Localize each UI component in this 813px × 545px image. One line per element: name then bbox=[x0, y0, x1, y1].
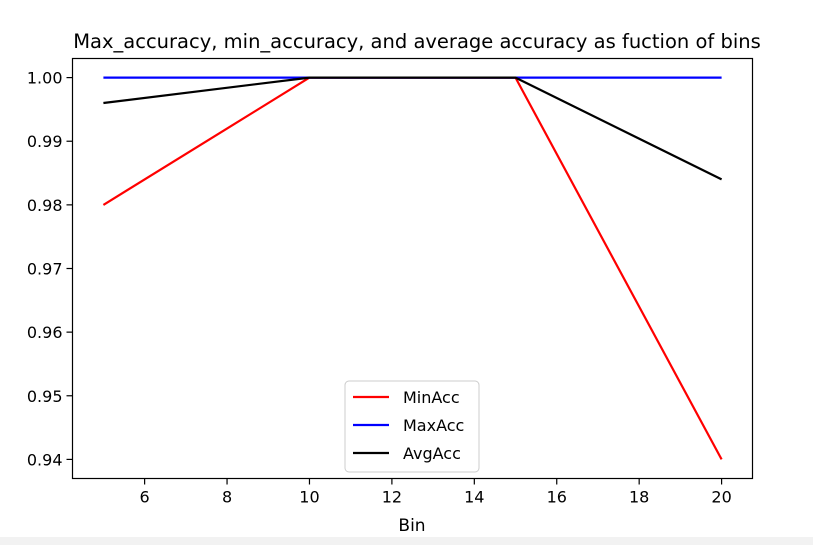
x-tick-label: 20 bbox=[711, 488, 731, 507]
x-tick-label: 12 bbox=[382, 488, 402, 507]
x-tick-label: 10 bbox=[299, 488, 319, 507]
legend-label: MinAcc bbox=[403, 388, 460, 407]
y-tick-label: 0.98 bbox=[27, 196, 63, 215]
x-axis: 6 8 10 12 14 16 18 20 bbox=[140, 478, 732, 507]
x-tick-label: 18 bbox=[629, 488, 649, 507]
legend-label: MaxAcc bbox=[403, 416, 464, 435]
x-tick-label: 8 bbox=[222, 488, 232, 507]
legend: MinAcc MaxAcc AvgAcc bbox=[344, 380, 480, 473]
series-lines bbox=[102, 76, 723, 460]
chart-title: Max_accuracy, min_accuracy, and average … bbox=[73, 30, 761, 53]
legend-box bbox=[344, 380, 480, 473]
y-tick-label: 0.97 bbox=[27, 260, 63, 279]
y-tick-label: 1.00 bbox=[27, 69, 63, 88]
y-tick-label: 0.99 bbox=[27, 132, 63, 151]
x-tick-label: 6 bbox=[140, 488, 150, 507]
x-tick-label: 16 bbox=[547, 488, 567, 507]
window-bottom-strip bbox=[0, 537, 813, 545]
x-axis-label: Bin bbox=[398, 516, 425, 536]
y-tick-label: 0.95 bbox=[27, 387, 63, 406]
y-tick-label: 0.96 bbox=[27, 323, 63, 342]
series-line-avgacc bbox=[103, 76, 723, 181]
y-axis: 0.94 0.95 0.96 0.97 0.98 0.99 1.00 bbox=[27, 69, 73, 469]
y-tick-label: 0.94 bbox=[27, 450, 63, 469]
x-tick-label: 14 bbox=[464, 488, 484, 507]
legend-label: AvgAcc bbox=[403, 444, 461, 463]
